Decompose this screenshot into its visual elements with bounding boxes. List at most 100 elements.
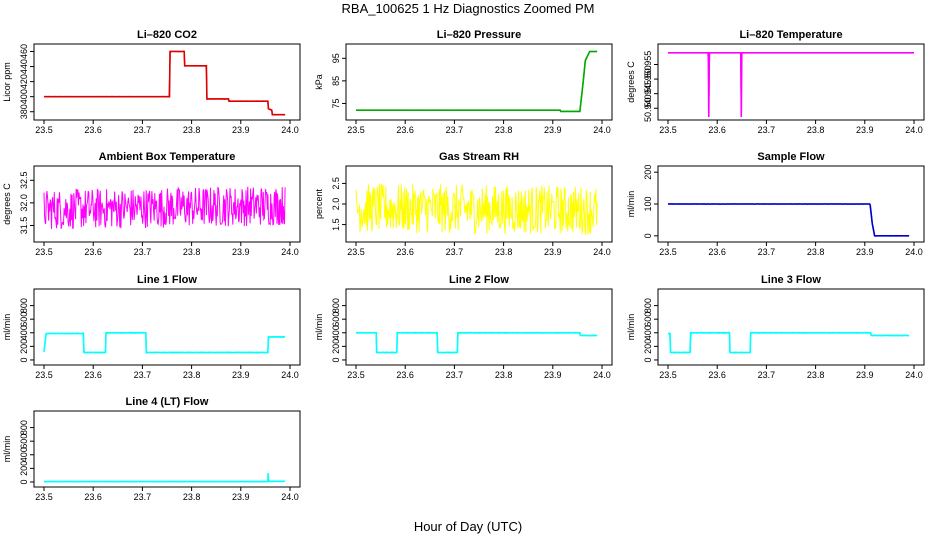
x-tick-label: 23.9 <box>544 125 562 135</box>
y-tick-label: 200 <box>19 461 29 476</box>
series-trace <box>355 331 598 354</box>
series-line <box>356 50 598 113</box>
y-tick-label: 2.0 <box>331 198 341 211</box>
x-tick-label: 23.9 <box>856 125 874 135</box>
y-tick-label: 200 <box>19 339 29 354</box>
y-tick-label: 600 <box>643 312 653 327</box>
y-tick-label: 800 <box>331 298 341 313</box>
series-line <box>356 331 598 354</box>
series-trace <box>355 183 598 235</box>
x-tick-label: 23.6 <box>708 125 726 135</box>
panel-title: Ambient Box Temperature <box>99 151 236 163</box>
plot-frame <box>33 43 301 121</box>
y-tick-label: 85 <box>331 76 341 86</box>
y-tick-label: 95 <box>331 53 341 63</box>
x-tick-label: 24.0 <box>281 370 299 380</box>
y-tick-label: 440 <box>19 59 29 74</box>
y-tick-label: 400 <box>331 325 341 340</box>
panel-1: Li–820 Pressure kPa 23.5 23.6 23.7 23.8 23.9 24… <box>314 29 613 135</box>
y-tick-label: 32.0 <box>19 194 29 212</box>
x-tick-label: 23.5 <box>35 125 53 135</box>
y-tick-label: 0 <box>643 233 653 238</box>
panel-5: Sample Flow ml/min 23.5 23.6 23.7 23.8 23.9 24.… <box>626 151 925 257</box>
y-tick-label: 2.5 <box>331 177 341 190</box>
series-line <box>668 51 914 118</box>
series-trace <box>43 331 286 355</box>
x-tick-label: 24.0 <box>593 370 611 380</box>
x-tick-label: 23.7 <box>446 247 464 257</box>
x-tick-label: 23.7 <box>134 247 152 257</box>
x-tick-label: 23.6 <box>708 247 726 257</box>
plot-frame <box>33 288 301 366</box>
x-tick-label: 24.0 <box>281 492 299 502</box>
series-trace <box>667 331 910 354</box>
panel-0: Li–820 CO2 Licor ppm 23.5 23.6 23.7 23.8 23.9 2… <box>2 29 301 135</box>
series-line <box>44 473 286 483</box>
series-trace <box>43 50 286 116</box>
y-axis-label: Licor ppm <box>2 62 12 102</box>
y-tick-label: 0 <box>331 357 341 362</box>
x-tick-label: 24.0 <box>905 370 923 380</box>
x-tick-label: 23.5 <box>35 370 53 380</box>
x-tick-label: 24.0 <box>281 125 299 135</box>
y-axis-label: degrees C <box>2 183 12 225</box>
x-tick-label: 23.5 <box>347 370 365 380</box>
x-tick-label: 23.6 <box>84 247 102 257</box>
x-tick-label: 23.8 <box>495 247 513 257</box>
y-tick-label: 1.5 <box>331 218 341 231</box>
x-tick-label: 23.7 <box>446 370 464 380</box>
x-tick-label: 23.5 <box>659 125 677 135</box>
panel-title: Line 4 (LT) Flow <box>126 396 209 408</box>
panels: Li–820 CO2 Licor ppm 23.5 23.6 23.7 23.8 23.9 2… <box>2 29 925 502</box>
y-axis-label: ml/min <box>626 314 636 341</box>
x-tick-label: 23.5 <box>659 247 677 257</box>
x-tick-label: 23.9 <box>232 125 250 135</box>
y-tick-label: 200 <box>331 339 341 354</box>
panel-7: Line 2 Flow ml/min 23.5 23.6 23.7 23.8 23.9 24.… <box>314 274 613 380</box>
x-tick-label: 23.9 <box>544 247 562 257</box>
series-trace <box>668 52 914 105</box>
panel-title: Line 1 Flow <box>137 274 197 286</box>
x-tick-label: 23.7 <box>758 125 776 135</box>
x-tick-label: 23.8 <box>183 125 201 135</box>
y-tick-label: 0 <box>19 479 29 484</box>
x-tick-label: 23.9 <box>232 492 250 502</box>
y-tick-label: 200 <box>643 165 653 180</box>
plot-frame <box>345 43 613 121</box>
x-tick-label: 23.7 <box>758 247 776 257</box>
x-tick-label: 23.6 <box>396 125 414 135</box>
x-tick-label: 23.5 <box>35 492 53 502</box>
x-tick-label: 23.9 <box>232 247 250 257</box>
y-tick-label: 75 <box>331 98 341 108</box>
x-tick-label: 24.0 <box>905 247 923 257</box>
x-tick-label: 23.9 <box>544 370 562 380</box>
series-line <box>43 331 286 354</box>
x-tick-label: 24.0 <box>905 125 923 135</box>
panel-8: Line 3 Flow ml/min 23.5 23.6 23.7 23.8 23.9 24.… <box>626 274 925 380</box>
y-tick-label: 600 <box>19 312 29 327</box>
x-tick-label: 23.5 <box>659 370 677 380</box>
x-tick-label: 24.0 <box>593 247 611 257</box>
x-tick-label: 23.9 <box>856 370 874 380</box>
x-tick-label: 23.9 <box>232 370 250 380</box>
series-trace <box>43 186 286 230</box>
figure-xlabel: Hour of Day (UTC) <box>414 519 522 534</box>
plot-frame <box>657 43 925 121</box>
x-tick-label: 23.8 <box>495 370 513 380</box>
panel-title: Line 2 Flow <box>449 274 509 286</box>
y-tick-label: 400 <box>19 325 29 340</box>
y-tick-label: 800 <box>19 420 29 435</box>
x-tick-label: 23.8 <box>183 370 201 380</box>
panel-title: Line 3 Flow <box>761 274 821 286</box>
panel-title: Gas Stream RH <box>439 151 519 163</box>
x-tick-label: 23.5 <box>347 247 365 257</box>
series-trace <box>667 203 910 237</box>
y-axis-label: ml/min <box>314 314 324 341</box>
x-tick-label: 23.7 <box>134 370 152 380</box>
x-tick-label: 23.8 <box>807 247 825 257</box>
y-axis-label: ml/min <box>2 314 12 341</box>
y-tick-label: 50.940 <box>643 94 653 122</box>
panel-title: Li–820 Temperature <box>739 29 842 41</box>
x-tick-label: 23.6 <box>84 492 102 502</box>
